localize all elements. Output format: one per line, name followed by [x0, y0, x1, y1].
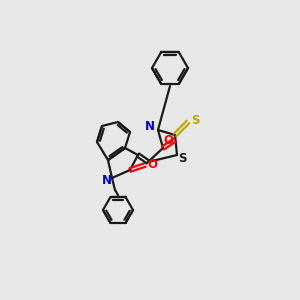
Text: N: N [102, 175, 112, 188]
Text: O: O [147, 158, 157, 172]
Text: S: S [178, 152, 186, 164]
Text: N: N [145, 121, 155, 134]
Text: O: O [163, 134, 173, 146]
Text: S: S [191, 115, 199, 128]
